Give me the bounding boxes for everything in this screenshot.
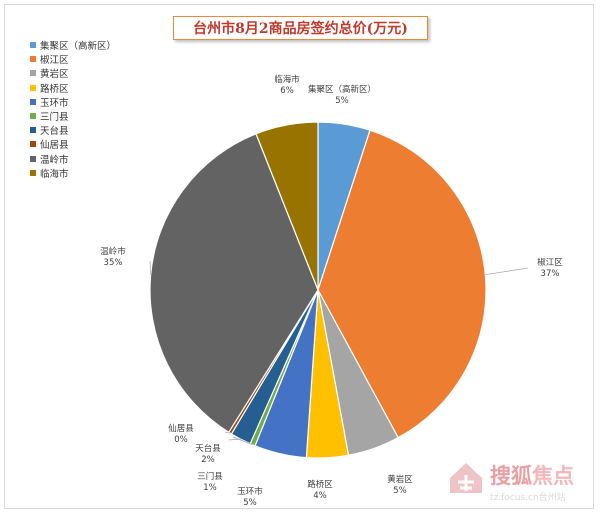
slice-label-name: 椒江区 <box>537 257 563 268</box>
slice-label-percent: 5% <box>335 96 349 106</box>
slice-label-percent: 2% <box>201 455 215 465</box>
slice-label-name: 集聚区（高新区） <box>308 84 376 95</box>
legend-label: 黄岩区 <box>40 69 69 81</box>
watermark-url: tz.focus.cn台州站 <box>490 493 566 503</box>
legend-item: 温岭市 <box>30 152 116 166</box>
legend-label: 集聚区（高新区） <box>40 41 117 53</box>
legend-item: 仙居县 <box>30 137 116 151</box>
legend-label: 玉环市 <box>40 97 69 109</box>
slice-label-name: 临海市 <box>274 74 300 85</box>
slice-label-name: 玉环市 <box>237 486 263 497</box>
slice-label-percent: 5% <box>393 486 407 496</box>
pie-slice <box>317 129 487 439</box>
house-logo-icon <box>450 463 482 493</box>
legend-label: 三门县 <box>40 112 69 124</box>
legend-swatch <box>30 113 36 120</box>
leader-line <box>149 260 152 275</box>
legend-item: 天台县 <box>30 123 116 137</box>
leader-line <box>232 436 253 446</box>
legend-swatch <box>30 56 36 63</box>
legend-item: 玉环市 <box>30 95 116 109</box>
pie-slice <box>255 121 319 291</box>
slice-label-name: 路桥区 <box>307 479 333 490</box>
legend-swatch <box>30 70 36 77</box>
slice-label-percent: 35% <box>104 258 123 268</box>
slice-label-percent: 5% <box>243 498 257 508</box>
legend-item: 临海市 <box>30 166 116 180</box>
legend-label: 仙居县 <box>40 140 69 152</box>
legend-swatch <box>30 127 36 134</box>
legend-swatch <box>30 98 36 105</box>
slice-label-percent: 6% <box>280 86 294 96</box>
chart-title: 台州市8月2商品房签约总价(万元) <box>173 16 428 40</box>
slice-label-name: 仙居县 <box>168 423 194 434</box>
legend-label: 路桥区 <box>40 83 69 95</box>
chart-frame <box>4 4 594 509</box>
leader-line <box>485 267 529 276</box>
chart-legend: 集聚区（高新区） 椒江区黄岩区路桥区玉环市三门县天台县仙居县温岭市临海市 <box>30 38 116 180</box>
slice-label-name: 温岭市 <box>100 246 126 257</box>
pie-slice <box>149 133 319 434</box>
slice-label-percent: 0% <box>174 435 188 445</box>
slice-label-name: 天台县 <box>195 443 221 454</box>
legend-swatch <box>30 141 36 148</box>
legend-label: 椒江区 <box>40 55 69 67</box>
slice-label-name: 三门县 <box>197 471 223 482</box>
legend-swatch <box>30 42 36 49</box>
legend-item: 椒江区 <box>30 52 116 66</box>
leader-line <box>224 431 231 434</box>
slice-label-percent: 4% <box>313 491 327 501</box>
legend-swatch <box>30 155 36 162</box>
sohu-focus-watermark: 搜狐焦点 tz.focus.cn台州站 <box>446 458 596 508</box>
legend-item: 集聚区（高新区） <box>30 38 116 52</box>
legend-swatch <box>30 169 36 176</box>
legend-item: 黄岩区 <box>30 66 116 80</box>
legend-label: 天台县 <box>40 126 69 138</box>
watermark-brand: 搜狐焦点 <box>490 464 574 488</box>
slice-label-name: 黄岩区 <box>387 474 413 485</box>
legend-item: 三门县 <box>30 109 116 123</box>
legend-item: 路桥区 <box>30 81 116 95</box>
legend-swatch <box>30 84 36 91</box>
slice-label-percent: 37% <box>541 269 560 279</box>
slice-label-percent: 1% <box>203 483 217 493</box>
legend-label: 温岭市 <box>40 154 69 166</box>
leader-line <box>228 438 241 441</box>
legend-label: 临海市 <box>40 168 69 180</box>
